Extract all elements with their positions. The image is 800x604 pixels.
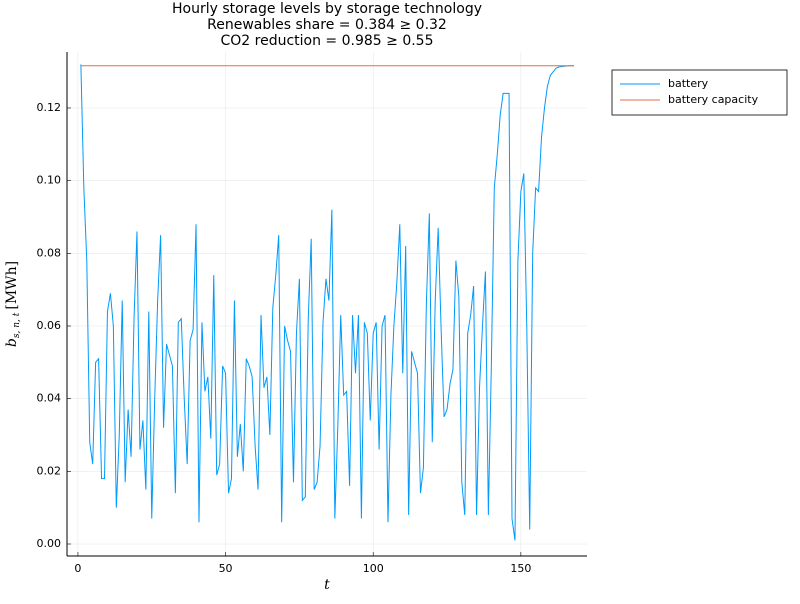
chart-title: Renewables share = 0.384 ≥ 0.32 [207, 17, 447, 33]
y-tick-label: 0.06 [37, 319, 62, 332]
series-line [80, 64, 575, 541]
x-axis-label: t [324, 577, 330, 593]
y-tick-label: 0.12 [37, 101, 62, 114]
y-tick-label: 0.00 [37, 537, 62, 550]
x-tick-label: 100 [363, 562, 384, 575]
x-tick-label: 0 [74, 562, 81, 575]
y-tick-label: 0.02 [37, 464, 62, 477]
chart-title: CO2 reduction = 0.985 ≥ 0.55 [220, 33, 433, 49]
legend-label: battery capacity [668, 93, 759, 106]
legend-box [611, 69, 788, 116]
y-tick-label: 0.10 [37, 174, 62, 187]
x-tick-label: 50 [219, 562, 233, 575]
y-label-subscript: s, n, t [12, 312, 22, 338]
x-tick-label: 150 [510, 562, 531, 575]
y-label-symbol: b [4, 338, 20, 347]
legend-label: battery [668, 77, 709, 90]
chart-title: Hourly storage levels by storage technol… [172, 1, 482, 17]
y-axis-label: bs, n, t [MWh] [4, 261, 22, 347]
y-label-unit: [MWh] [4, 261, 20, 310]
y-tick-label: 0.04 [37, 392, 62, 405]
y-tick-label: 0.08 [37, 246, 62, 259]
